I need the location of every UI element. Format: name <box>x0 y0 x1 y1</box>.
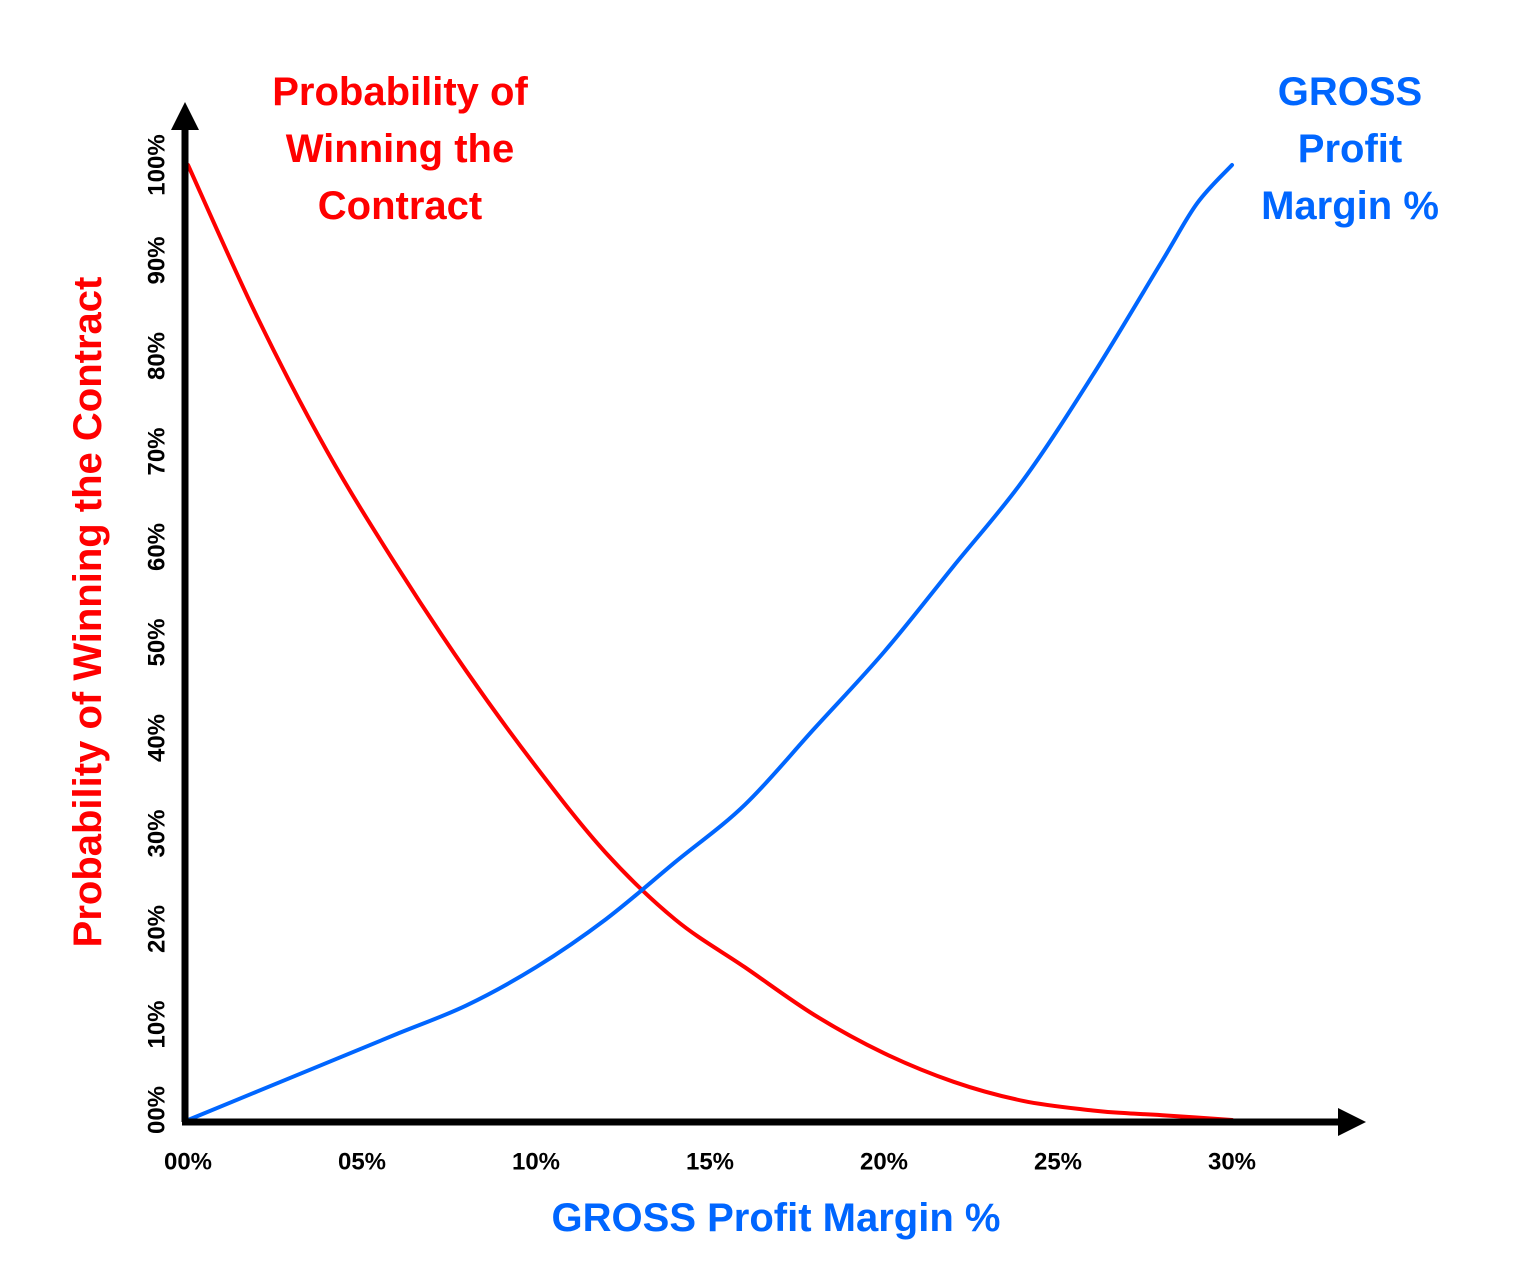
y-tick-label: 10% <box>144 1000 171 1048</box>
series-annotation-line: Winning the <box>286 127 514 171</box>
y-tick-label: 20% <box>144 905 171 953</box>
x-tick-labels: 00% 05% 10% 15% 20% 25% 30% <box>164 1149 1256 1176</box>
y-axis-title: Probability of Winning the Contract <box>66 277 110 948</box>
profit-margin-line <box>186 163 1234 1122</box>
y-axis-arrow-icon <box>171 102 199 130</box>
y-tick-label: 70% <box>144 427 171 475</box>
series-lines <box>186 163 1234 1122</box>
x-tick-label: 20% <box>860 1149 908 1176</box>
y-tick-label: 60% <box>144 523 171 571</box>
x-tick-label: 25% <box>1034 1149 1082 1176</box>
axes <box>171 102 1366 1136</box>
y-tick-label: 50% <box>144 618 171 666</box>
series-annotation-line: Contract <box>318 184 482 228</box>
y-tick-labels: 00% 10% 20% 30% 40% 50% 60% 70% 80% 90% 100% <box>144 134 171 1134</box>
y-axis-label: Probability of Winning the Contract <box>66 277 110 948</box>
series-annotation-line: Profit <box>1298 127 1402 171</box>
x-tick-label: 10% <box>512 1149 560 1176</box>
probability-line <box>186 163 1234 1122</box>
x-tick-label: 05% <box>338 1149 386 1176</box>
x-tick-label: 30% <box>1208 1149 1256 1176</box>
x-tick-label: 00% <box>164 1149 212 1176</box>
series-annotation-line: GROSS <box>1278 70 1422 114</box>
y-tick-label: 30% <box>144 809 171 857</box>
series-annotation-line: Margin % <box>1261 184 1439 228</box>
x-axis-arrow-icon <box>1338 1108 1366 1136</box>
x-axis-label: GROSS Profit Margin % <box>552 1196 1001 1240</box>
blue-series-annotation: GROSS Profit Margin % <box>1261 70 1439 228</box>
y-tick-label: 90% <box>144 236 171 284</box>
y-tick-label: 80% <box>144 332 171 380</box>
x-tick-label: 15% <box>686 1149 734 1176</box>
y-tick-label: 40% <box>144 714 171 762</box>
series-annotation-line: Probability of <box>272 70 528 114</box>
red-series-annotation: Probability of Winning the Contract <box>272 70 528 228</box>
y-tick-label: 100% <box>144 134 171 195</box>
y-tick-label: 00% <box>144 1086 171 1134</box>
